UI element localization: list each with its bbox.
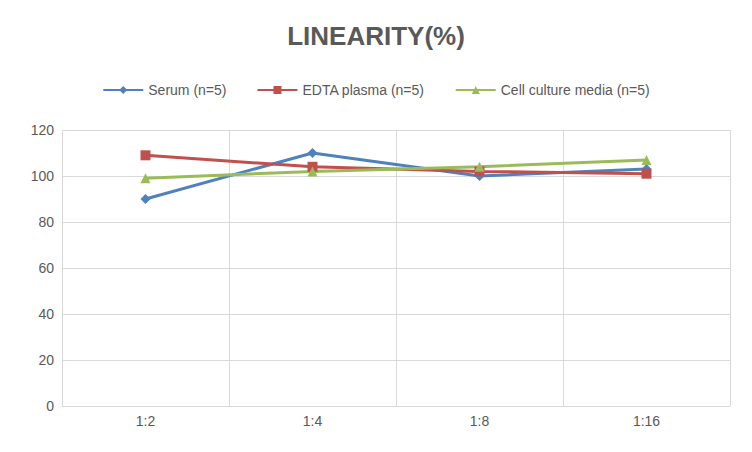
svg-text:EDTA plasma (n=5): EDTA plasma (n=5) [302,82,424,98]
svg-text:20: 20 [38,352,54,368]
svg-text:40: 40 [38,306,54,322]
svg-text:120: 120 [31,122,55,138]
svg-text:100: 100 [31,168,55,184]
svg-text:Serum (n=5): Serum (n=5) [148,82,226,98]
svg-text:1:2: 1:2 [136,413,156,429]
svg-text:Cell culture media (n=5): Cell culture media (n=5) [501,82,650,98]
svg-text:1:8: 1:8 [470,413,490,429]
svg-text:1:4: 1:4 [303,413,323,429]
svg-text:1:16: 1:16 [633,413,660,429]
svg-text:0: 0 [46,398,54,414]
svg-text:LINEARITY(%): LINEARITY(%) [287,21,465,51]
svg-text:80: 80 [38,214,54,230]
svg-text:60: 60 [38,260,54,276]
